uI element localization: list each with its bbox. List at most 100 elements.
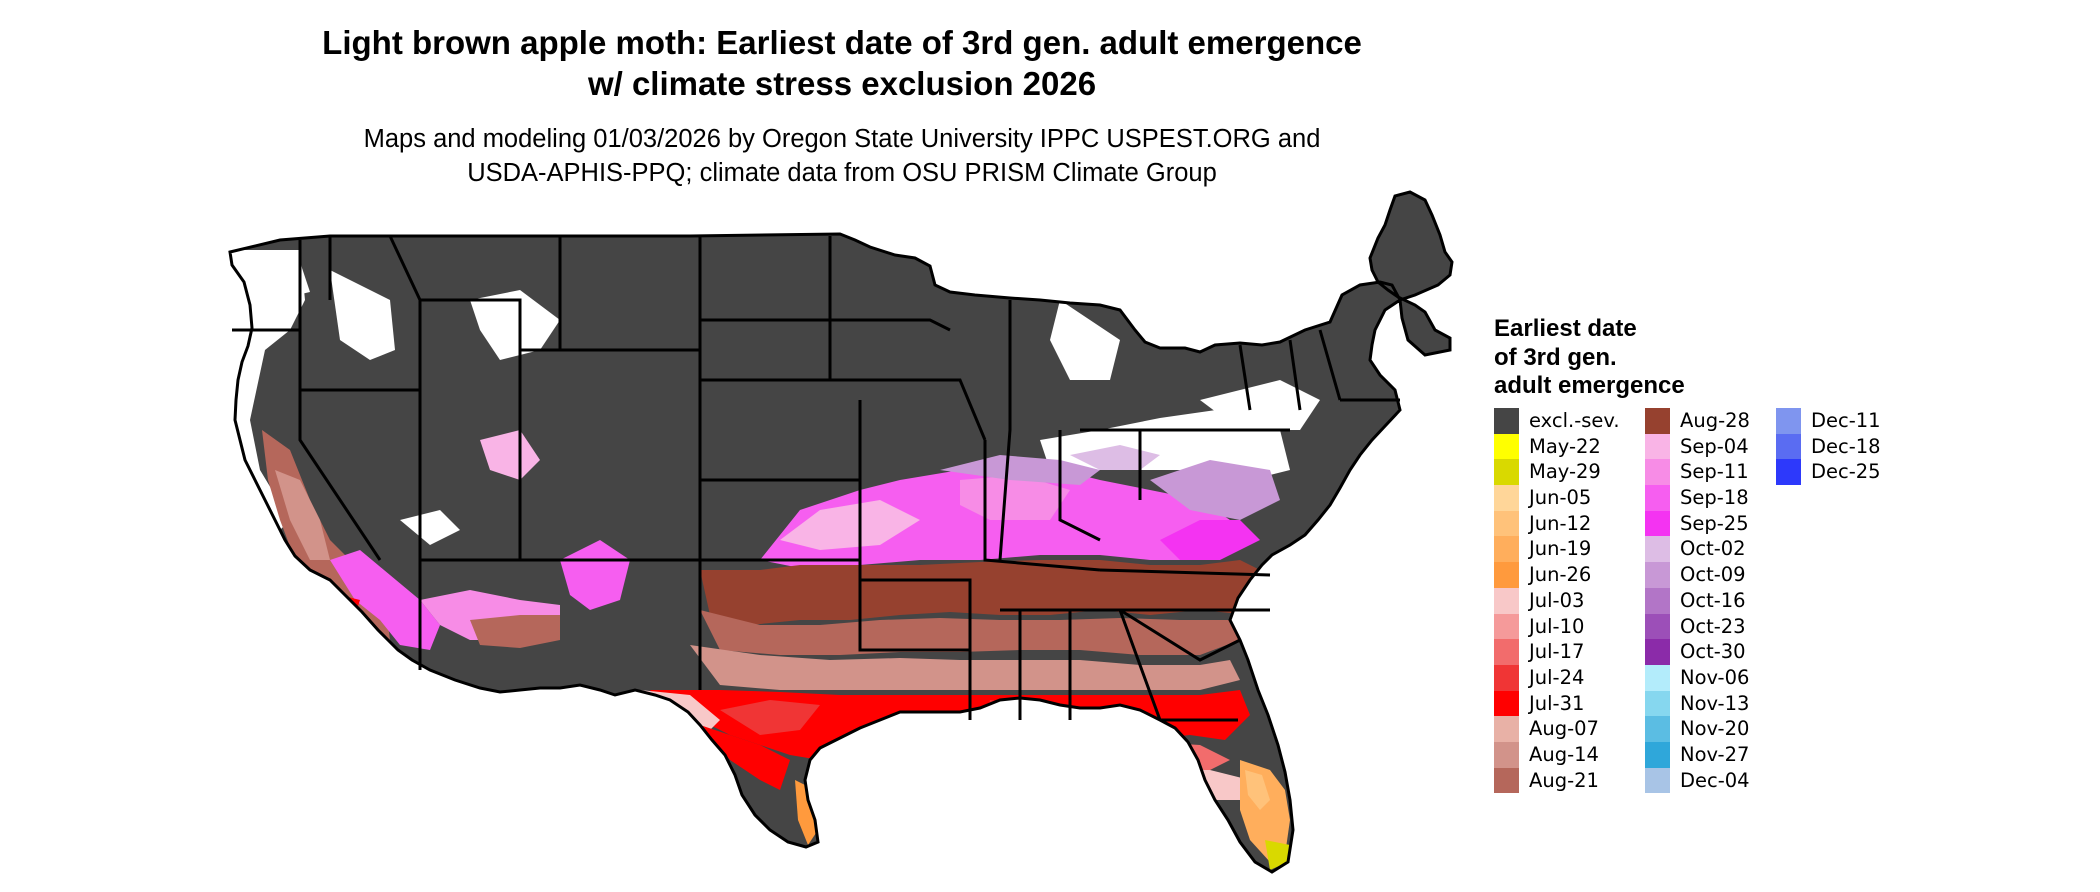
- legend-label: Jul-17: [1529, 640, 1585, 664]
- legend-label: Aug-14: [1529, 742, 1599, 766]
- legend-swatch: [1645, 690, 1670, 717]
- legend-item: Oct-02: [1645, 536, 1805, 563]
- legend-swatch: [1645, 587, 1670, 614]
- legend-swatch: [1494, 536, 1519, 563]
- legend-swatch: [1645, 741, 1670, 768]
- legend-label: Jul-10: [1529, 614, 1585, 638]
- legend-label: Oct-02: [1680, 537, 1746, 561]
- legend-label: Sep-25: [1680, 511, 1749, 535]
- legend-swatch: [1776, 408, 1801, 434]
- legend-swatch: [1776, 433, 1801, 460]
- legend-label: Jun-12: [1529, 511, 1592, 535]
- legend-swatch: [1494, 459, 1519, 486]
- legend-swatch: [1645, 664, 1670, 691]
- legend-item: Nov-27: [1645, 741, 1805, 768]
- legend-label: Aug-07: [1529, 717, 1599, 741]
- legend-item: Dec-04: [1645, 767, 1805, 794]
- legend-label: Jun-05: [1529, 486, 1592, 510]
- legend-swatch: [1494, 664, 1519, 691]
- subtitle-line-2: USDA-APHIS-PPQ; climate data from OSU PR…: [467, 159, 1217, 187]
- legend-item: excl.-sev.: [1494, 408, 1654, 434]
- legend-label: Jul-31: [1529, 691, 1585, 715]
- legend-item: May-29: [1494, 459, 1654, 486]
- legend-swatch: [1494, 741, 1519, 768]
- legend-item: Oct-30: [1645, 639, 1805, 665]
- legend-item: Oct-16: [1645, 587, 1805, 614]
- legend-item: Jul-31: [1494, 690, 1654, 717]
- legend-item: Aug-21: [1494, 767, 1654, 794]
- legend-item: Sep-04: [1645, 433, 1805, 460]
- legend-swatch: [1645, 716, 1670, 742]
- legend-swatch: [1494, 690, 1519, 717]
- legend-label: Aug-21: [1529, 768, 1599, 792]
- legend-swatch: [1494, 485, 1519, 511]
- title-line-1: Light brown apple moth: Earliest date of…: [322, 24, 1362, 61]
- legend-label: excl.-sev.: [1529, 409, 1620, 432]
- legend-swatch: [1645, 639, 1670, 665]
- legend-label: Dec-25: [1811, 460, 1881, 484]
- subtitle-line-1: Maps and modeling 01/03/2026 by Oregon S…: [363, 125, 1321, 153]
- legend-item: Sep-25: [1645, 510, 1805, 537]
- legend-item: Sep-18: [1645, 485, 1805, 511]
- legend-swatch: [1494, 767, 1519, 794]
- legend-swatch: [1494, 716, 1519, 742]
- map-title: Light brown apple moth: Earliest date of…: [0, 22, 1684, 104]
- legend-swatch: [1645, 613, 1670, 640]
- legend-swatch: [1645, 433, 1670, 460]
- legend-item: Nov-13: [1645, 690, 1805, 717]
- state-borders: [228, 190, 1454, 874]
- legend-item: May-22: [1494, 433, 1654, 460]
- title-line-2: w/ climate stress exclusion 2026: [587, 65, 1097, 102]
- legend-swatch: [1645, 562, 1670, 588]
- legend-column: excl.-sev. May-22 May-29 Jun-05 Jun-12 Jun-19…: [1494, 408, 1654, 794]
- legend-swatch: [1645, 459, 1670, 486]
- legend-label: Jul-03: [1529, 588, 1585, 612]
- legend-label: Oct-30: [1680, 640, 1746, 664]
- legend-swatch: [1494, 639, 1519, 665]
- map-subtitle: Maps and modeling 01/03/2026 by Oregon S…: [0, 122, 1684, 190]
- legend-swatch: [1494, 433, 1519, 460]
- legend-item: Dec-11: [1776, 408, 1936, 434]
- legend-swatch: [1494, 408, 1519, 434]
- legend-item: Dec-25: [1776, 459, 1936, 486]
- legend-label: Dec-04: [1680, 768, 1750, 792]
- legend-item: Nov-06: [1645, 664, 1805, 691]
- legend-label: Oct-23: [1680, 614, 1746, 638]
- legend-label: Aug-28: [1680, 409, 1750, 432]
- legend-label: Oct-09: [1680, 563, 1746, 587]
- legend-label: Dec-18: [1811, 434, 1881, 458]
- legend-item: Sep-11: [1645, 459, 1805, 486]
- legend-label: Jun-26: [1529, 563, 1592, 587]
- legend-item: Jun-19: [1494, 536, 1654, 563]
- legend-swatch: [1645, 767, 1670, 794]
- legend-item: Jun-26: [1494, 562, 1654, 588]
- legend-swatch: [1645, 408, 1670, 434]
- legend-label: May-29: [1529, 460, 1601, 484]
- legend-label: Dec-11: [1811, 409, 1881, 432]
- legend-title-line-2: of 3rd gen.: [1494, 343, 1617, 371]
- legend-item: Jul-17: [1494, 639, 1654, 665]
- legend-item: Jun-05: [1494, 485, 1654, 511]
- legend-column: Dec-11 Dec-18 Dec-25: [1776, 408, 1936, 486]
- legend-label: Nov-13: [1680, 691, 1750, 715]
- legend-item: Nov-20: [1645, 716, 1805, 742]
- legend-title-line-3: adult emergence: [1494, 372, 1685, 399]
- legend-label: Nov-27: [1680, 742, 1750, 766]
- legend-item: Jul-03: [1494, 587, 1654, 614]
- legend-swatch: [1494, 587, 1519, 614]
- legend-item: Aug-14: [1494, 741, 1654, 768]
- legend-item: Jul-10: [1494, 613, 1654, 640]
- legend-item: Aug-28: [1645, 408, 1805, 434]
- legend-swatch: [1776, 459, 1801, 486]
- legend-item: Oct-23: [1645, 613, 1805, 640]
- legend-label: Sep-18: [1680, 486, 1749, 510]
- legend-item: Dec-18: [1776, 433, 1936, 460]
- legend-label: Jul-24: [1529, 665, 1585, 689]
- legend-title-line-1: Earliest date: [1494, 315, 1637, 342]
- legend-swatch: [1494, 562, 1519, 588]
- legend-column: Aug-28 Sep-04 Sep-11 Sep-18 Sep-25 Oct-02 Oct-…: [1645, 408, 1805, 794]
- legend-label: Nov-06: [1680, 665, 1750, 689]
- legend-label: May-22: [1529, 434, 1601, 458]
- legend-swatch: [1645, 510, 1670, 537]
